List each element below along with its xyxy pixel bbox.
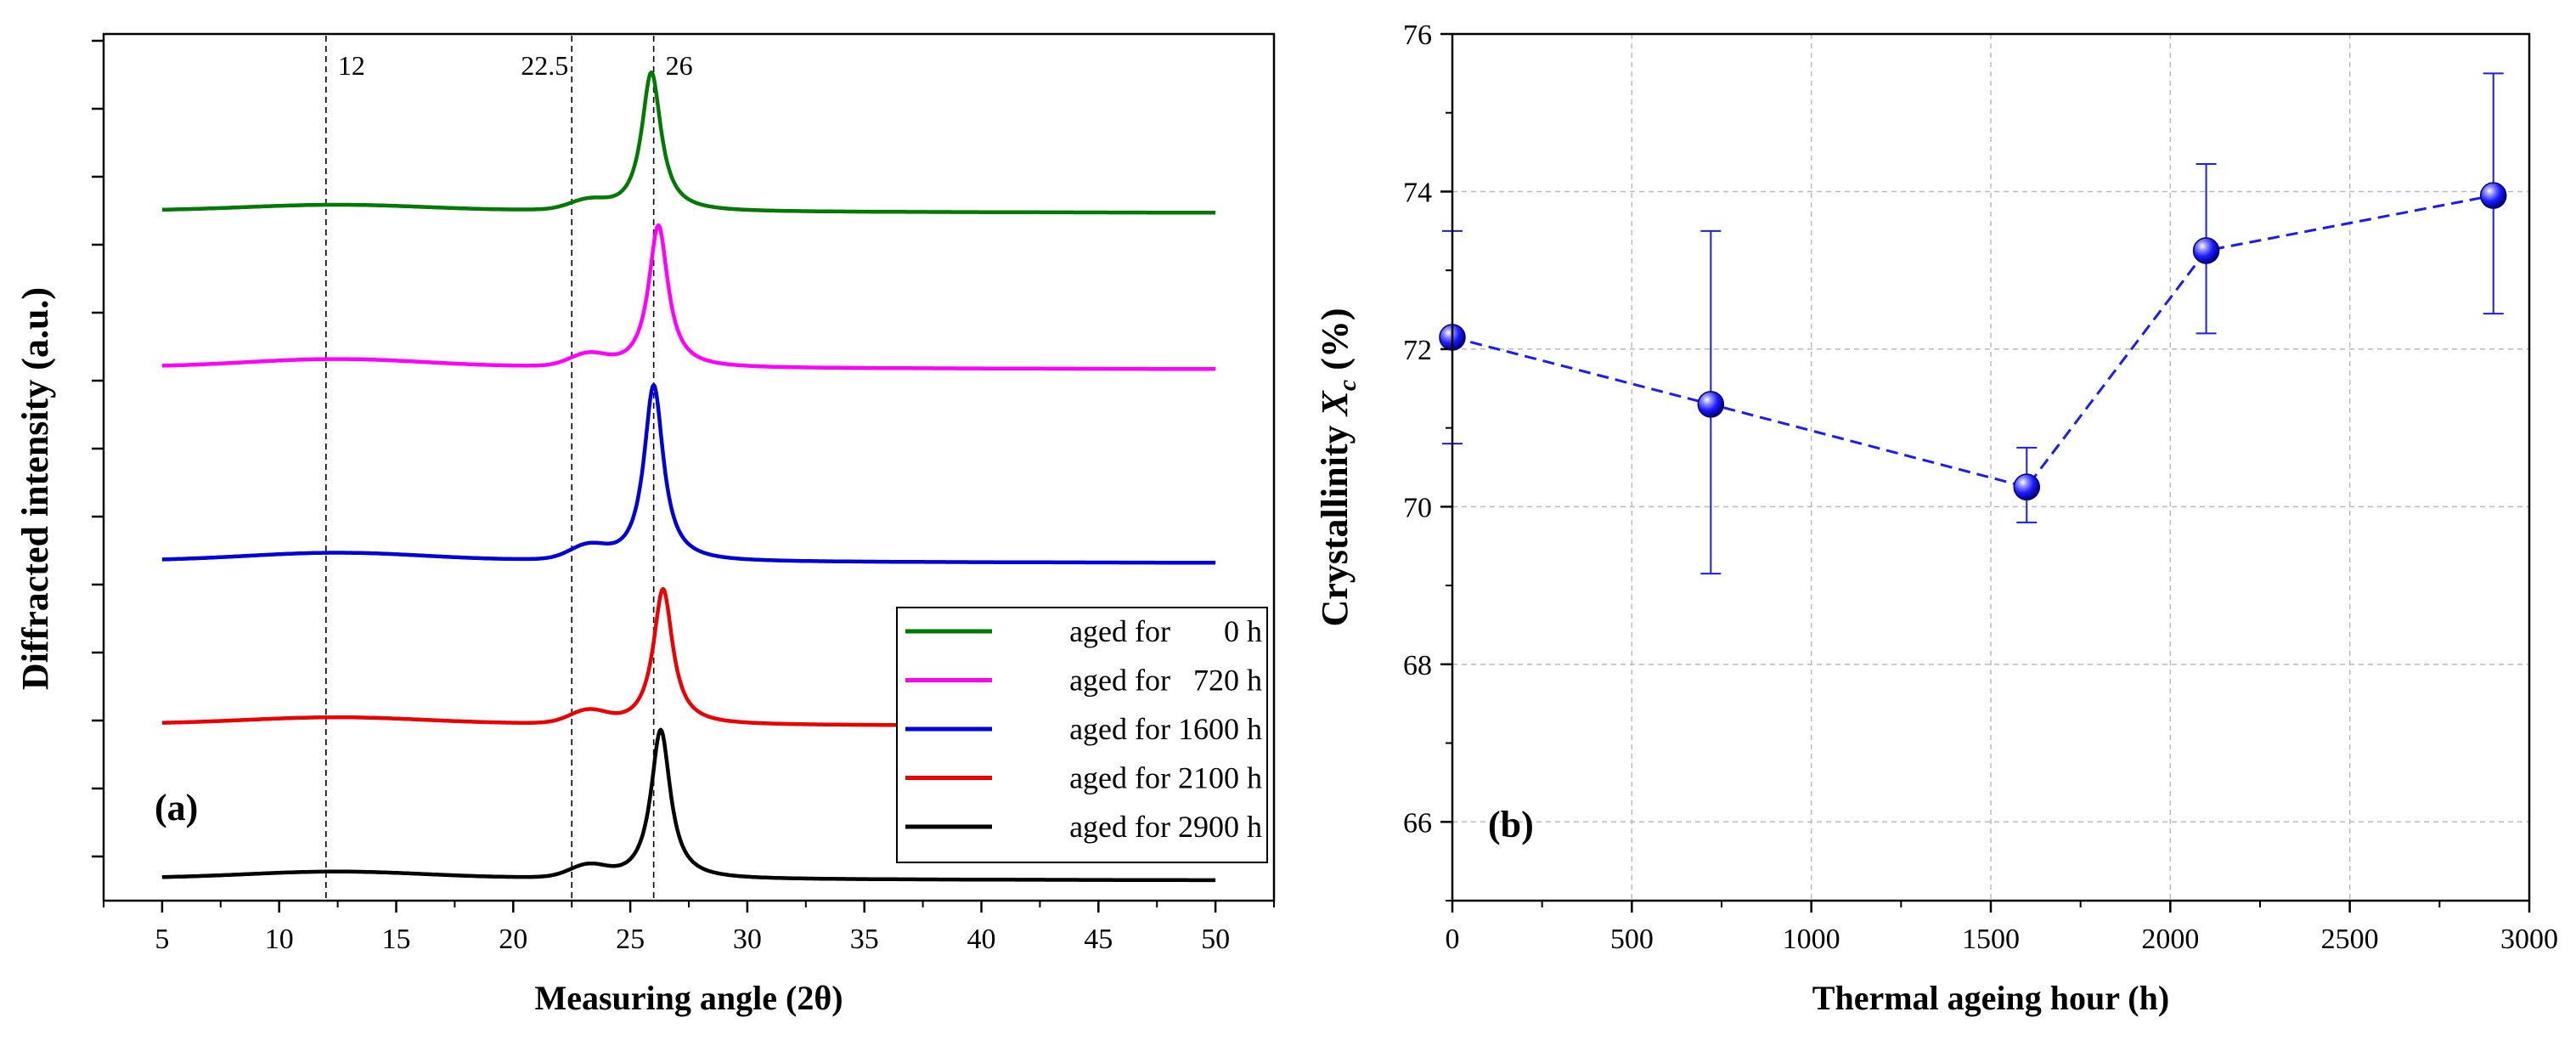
panel-b: 0 500 1000 1500 2000 2500 3000 66 68 70 72 74 76 (b… — [1314, 20, 2558, 1017]
x-tick-label: 15 — [382, 924, 411, 955]
y-tick-label: 66 — [1403, 807, 1432, 839]
error-bars — [1442, 72, 2504, 575]
reference-line-labels: 12 22.5 26 — [338, 50, 693, 81]
x-tick-label: 1000 — [1783, 924, 1840, 955]
xrd-curve — [161, 727, 1216, 883]
xrd-curve — [161, 70, 1216, 215]
legend-label: aged for 2900 h — [1069, 810, 1262, 844]
panel-a-y-axis-title: Diffracted intensity (a.u.) — [14, 287, 56, 690]
legend-label: aged for 720 h — [1069, 664, 1262, 698]
x-tick-label: 0 — [1446, 924, 1460, 955]
y-title-suffix: (%) — [1314, 308, 1356, 379]
dashed-trend-line — [1451, 194, 2494, 489]
x-tick-label: 1500 — [1962, 924, 2020, 955]
data-point — [2479, 182, 2507, 209]
y-tick-label: 74 — [1403, 177, 1432, 208]
x-tick-label: 3000 — [2500, 924, 2558, 955]
reference-lines — [325, 36, 655, 899]
xrd-curve — [161, 223, 1216, 371]
legend-label: aged for 1600 h — [1069, 712, 1262, 746]
y-tick-label: 68 — [1403, 650, 1432, 681]
y-tick-label: 70 — [1403, 492, 1432, 523]
x-tick-label: 2500 — [2321, 924, 2379, 955]
x-tick-label: 5 — [155, 924, 169, 955]
x-tick-label: 50 — [1201, 924, 1230, 955]
panel-a-x-ticks: 5 10 15 20 25 30 35 40 45 50 — [103, 901, 1275, 955]
panel-b-y-axis-title: Crystallinity Xc (%) — [1314, 308, 1361, 626]
y-title-subscript: c — [1333, 380, 1361, 391]
legend: aged for 0 h aged for 720 h aged for 1600 … — [896, 607, 1268, 863]
panel-a-y-ticks — [92, 39, 104, 858]
panel-a-label: (a) — [155, 787, 198, 828]
y-title-prefix: Crystallinity — [1314, 415, 1356, 626]
panel-b-x-ticks: 0 500 1000 1500 2000 2500 3000 — [1446, 901, 2558, 955]
panel-a: 5 10 15 20 25 30 35 40 45 50 12 22.5 26 aged for 0 … — [14, 32, 1276, 1017]
x-tick-label: 45 — [1084, 924, 1113, 955]
legend-label: aged for 2100 h — [1069, 761, 1262, 795]
y-tick-label: 76 — [1403, 20, 1432, 51]
x-tick-label: 30 — [733, 924, 762, 955]
reference-line-label: 26 — [666, 50, 693, 81]
y-tick-label: 72 — [1403, 335, 1432, 366]
x-tick-label: 25 — [616, 924, 645, 955]
xrd-curve — [161, 382, 1216, 565]
reference-line-label: 12 — [338, 50, 365, 81]
legend-label: aged for 0 h — [1069, 614, 1262, 648]
x-tick-label: 10 — [265, 924, 294, 955]
reference-line-label: 22.5 — [521, 50, 568, 81]
panel-b-y-ticks: 66 68 70 72 74 76 — [1403, 20, 1452, 902]
panel-b-x-axis-title: Thermal ageing hour (h) — [1812, 979, 2169, 1017]
legend-box — [896, 607, 1268, 863]
x-tick-label: 2000 — [2141, 924, 2199, 955]
xrd-series-group — [161, 70, 1216, 883]
panel-b-label: (b) — [1488, 804, 1534, 845]
panel-a-x-axis-title: Measuring angle (2θ) — [534, 979, 843, 1017]
data-point — [2013, 473, 2041, 500]
x-tick-label: 500 — [1610, 924, 1654, 955]
panel-b-grid — [1452, 34, 2529, 901]
data-points — [1439, 182, 2507, 500]
x-tick-label: 35 — [850, 924, 879, 955]
x-tick-label: 20 — [499, 924, 527, 955]
data-point — [2192, 237, 2220, 264]
data-point — [1697, 391, 1725, 418]
y-title-symbol: X — [1314, 389, 1356, 417]
x-tick-label: 40 — [967, 924, 996, 955]
